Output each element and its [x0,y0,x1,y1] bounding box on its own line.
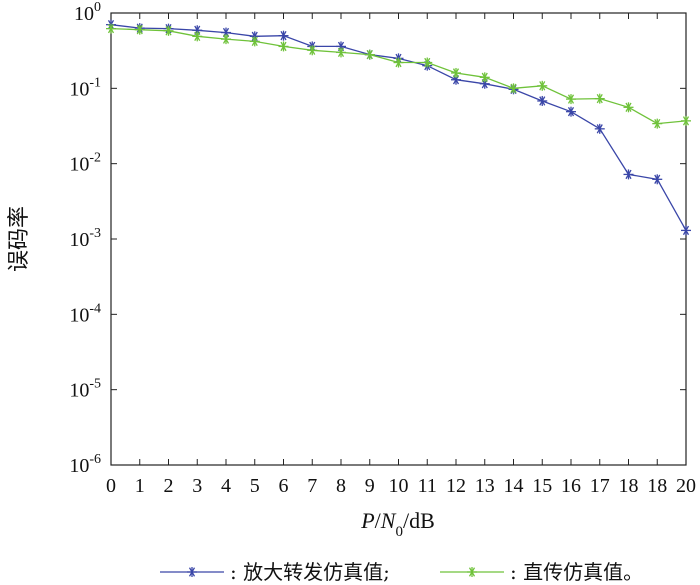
series-2-point [249,36,260,47]
x-axis-title-p: P [360,508,374,533]
series-2-point [192,31,203,42]
series-2-point [221,34,231,45]
x-axis-title-n: N [380,508,397,533]
x-axis-title-slash: / [375,508,382,533]
series-2-point [652,118,663,129]
x-tick-label: 1 [135,475,145,497]
x-tick-label: 15 [532,475,552,497]
legend: : 放大转发仿真值; : 直传仿真值。 [160,560,643,584]
series-1-point [594,123,605,134]
x-tick-label: 0 [106,475,116,497]
y-tick-label: 100 [74,0,101,25]
plot-frame [110,12,687,466]
series-2-point [307,45,318,56]
x-tick-label: 12 [446,475,466,497]
series-2-line [110,27,687,125]
y-axis-ticks: 10-6 10-5 10-4 10-3 10-2 10-1 100 [69,0,686,477]
legend-marker-1 [187,567,197,577]
y-axis-title: 误码率 [6,206,31,272]
x-tick-label: 13 [475,475,495,497]
y-tick-label: 10-1 [69,75,101,100]
series-1-point [566,106,576,117]
x-axis-title-unit: /dB [403,508,435,533]
series-2-point [537,80,548,91]
x-tick-label: 10 [389,475,409,497]
x-tick-label: 6 [279,475,289,497]
x-tick-label: 2 [164,475,174,497]
x-axis-title-sub: 0 [395,524,403,540]
x-tick-label: 11 [418,475,437,497]
series-2-point [479,72,490,83]
series-2-point [451,67,461,78]
series-1-point [652,174,663,185]
x-tick-label: 5 [250,475,260,497]
legend-label-1: : 放大转发仿真值; [230,560,390,584]
y-tick-label: 10-3 [69,226,101,251]
x-tick-label: 18 [647,475,667,497]
series-1-point [681,225,691,236]
series-2-point [681,115,691,126]
y-tick-label: 10-2 [69,151,101,176]
x-tick-label: 7 [307,475,317,497]
series-2-point [566,94,576,105]
y-tick-label: 10-5 [69,377,101,402]
series-2-point [106,23,116,34]
series-2-point [393,57,404,68]
series-2-point [134,24,145,35]
series-2-point [422,57,433,68]
series-1-point [537,95,548,106]
x-tick-label: 18 [619,475,639,497]
x-tick-label: 8 [336,475,346,497]
x-tick-label: 3 [192,475,202,497]
series-2-point [163,25,174,36]
series-2-point [278,41,289,52]
x-tick-label: 4 [221,475,231,497]
x-tick-label: 16 [561,475,581,497]
x-axis-ticks: 0 1 2 3 4 5 6 7 8 9 10 11 12 13 14 15 16 17 18 18 20 [106,13,696,497]
x-tick-label: 17 [590,475,610,497]
series-2-point [364,49,375,60]
series-2-point [336,47,346,58]
x-tick-label: 9 [365,475,375,497]
x-axis-title: P/N0/dB [360,508,435,540]
y-tick-label: 10-4 [69,301,101,326]
x-tick-label: 20 [676,475,696,497]
legend-label-2: : 直传仿真值。 [510,560,643,584]
series-layer [106,19,691,236]
x-tick-label: 14 [504,475,524,497]
series-2-point [508,83,519,94]
series-1-point [623,169,634,180]
series-2-point [594,93,605,104]
series-2-point [623,102,634,113]
legend-marker-2 [467,567,477,577]
series-1-point [278,30,289,41]
y-tick-label: 10-6 [69,452,101,477]
